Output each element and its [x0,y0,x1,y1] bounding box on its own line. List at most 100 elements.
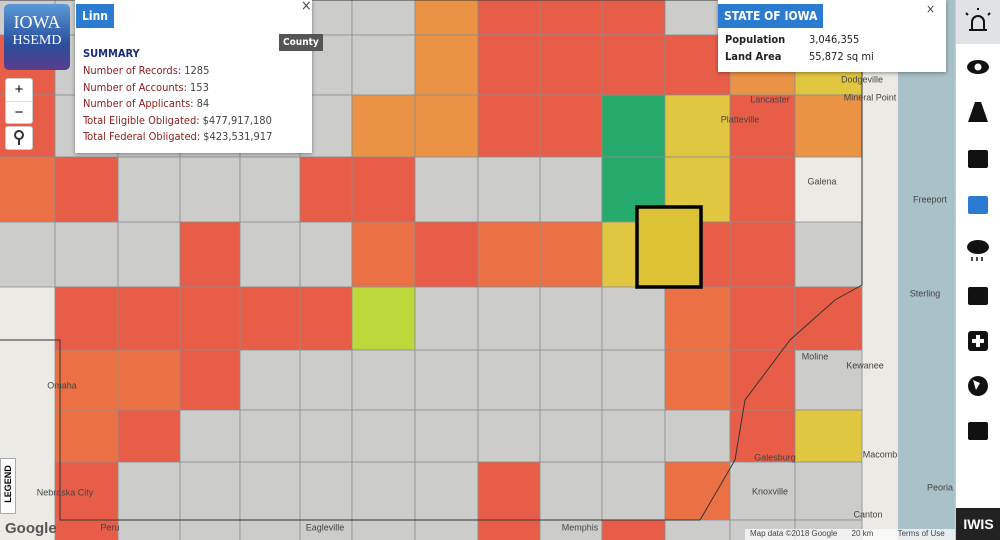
county [54,156,119,223]
county [239,286,301,351]
county [117,156,181,223]
county [299,221,353,288]
county [54,409,119,463]
map-data: Map data ©2018 Google [750,529,838,538]
county [299,156,353,223]
county [539,34,603,96]
county [794,409,863,463]
county [729,461,796,521]
zoom-out[interactable]: − [14,104,24,121]
county [477,461,541,521]
county [0,156,56,223]
place-label: Lancaster [750,94,790,104]
state-close[interactable]: × [926,2,936,16]
legend-tab[interactable]: LEGEND [0,458,16,514]
state-value: 55,872 sq mi [809,50,874,63]
county [729,409,796,463]
county [414,156,479,223]
medical-icon[interactable] [968,331,988,351]
county [179,461,241,521]
county [794,286,863,351]
logo[interactable]: IOWA HSEMD [4,4,70,70]
county [539,94,603,158]
place-label: Moline [802,351,829,361]
zoom-in[interactable]: + [6,79,32,102]
shape [968,196,988,214]
sidebar-icons [956,0,1000,440]
state-title: STATE OF IOWA [718,4,824,28]
visibility-icon[interactable] [967,60,989,74]
terms[interactable]: Terms of Use [897,529,945,538]
county [351,461,416,521]
county [729,221,796,288]
county [477,0,541,36]
county [664,519,731,540]
county [477,94,541,158]
summary-row: Number of Records: 1285 [83,64,209,77]
place-label: Peoria [927,482,953,492]
weather-icon[interactable] [967,240,989,261]
county [179,156,241,223]
summary-label: Total Eligible Obligated: [83,113,200,127]
window-icon[interactable] [968,422,988,440]
county [239,156,301,223]
summary-row: Total Eligible Obligated: $477,917,180 [83,114,272,127]
roadwork-icon[interactable] [968,102,988,122]
county [239,221,301,288]
county-popup: Linn × County SUMMARY Number of Records:… [75,0,323,153]
place-label: Galesburg [754,452,796,462]
alert-icon[interactable] [965,8,991,31]
globe-icon[interactable] [968,376,988,396]
shelter-icon[interactable] [968,196,988,214]
county [414,349,479,411]
county [539,461,603,521]
county [794,94,863,158]
shape [968,150,988,168]
place-label: Platteville [721,114,760,124]
summary-value: $423,531,917 [203,130,273,144]
county [117,461,181,521]
popup-close[interactable]: × [301,0,312,14]
place-label: Canton [853,509,882,519]
satellite-icon[interactable] [968,150,988,168]
attribution: Map data ©2018 Google 20 km Terms of Use [745,529,955,540]
county [539,156,603,223]
popup-section: SUMMARY [83,47,140,60]
county [729,286,796,351]
pin-icon [14,130,24,145]
county [239,409,301,463]
county [54,461,119,521]
county [414,34,479,96]
county [794,461,863,521]
popup-title: Linn [76,4,114,28]
kit-icon[interactable] [968,287,988,305]
summary-value: $477,917,180 [202,113,272,127]
state-label: Land Area [725,50,782,63]
shape [974,63,982,71]
county [477,221,541,288]
place-label: Galena [807,176,836,186]
county [179,409,241,463]
county [414,461,479,521]
county [539,0,603,36]
locate-button[interactable] [5,126,33,150]
county [351,0,416,36]
county [351,94,416,158]
county [54,221,119,288]
county [0,221,56,288]
county [54,286,119,351]
summary-value: 153 [190,80,209,94]
county [601,409,666,463]
summary-value: 1285 [184,64,210,77]
summary-label: Total Federal Obligated: [83,130,201,144]
county [664,94,731,158]
county [351,34,416,96]
place-label: Omaha [47,380,77,390]
place-label: Memphis [562,522,599,532]
county [179,519,241,540]
county [239,519,301,540]
county [664,461,731,521]
county [414,94,479,158]
sidebar: IWIS [955,0,1000,540]
county [794,221,863,288]
